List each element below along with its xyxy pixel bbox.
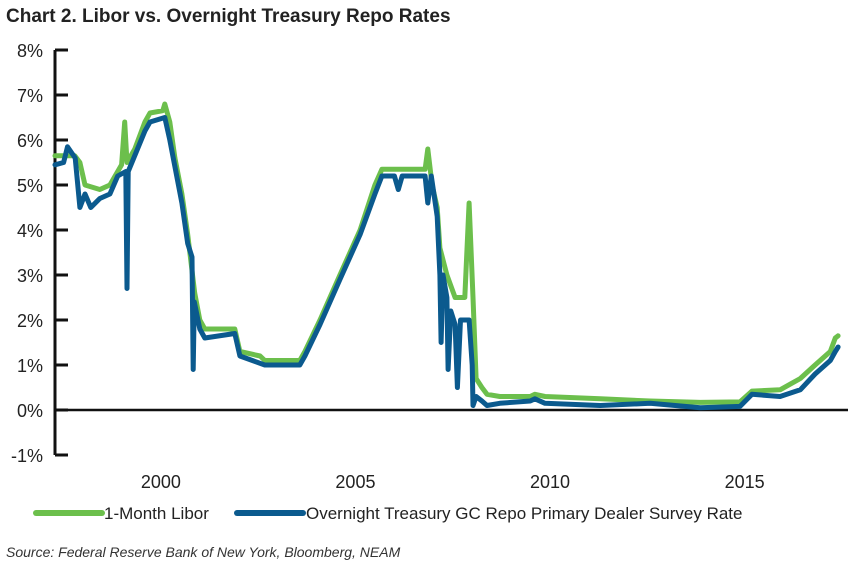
x-tick-label: 2015 [725, 472, 765, 492]
y-tick-label: 1% [17, 356, 43, 376]
y-tick-label: 5% [17, 176, 43, 196]
series-line-repo [52, 115, 841, 411]
y-tick-label: 3% [17, 266, 43, 286]
y-tick-label: 8% [17, 41, 43, 61]
y-tick-label: 6% [17, 131, 43, 151]
y-tick-label: 0% [17, 401, 43, 421]
x-tick-label: 2005 [335, 472, 375, 492]
x-tick-label: 2010 [530, 472, 570, 492]
x-tick-label: 2000 [141, 472, 181, 492]
legend-label-libor: 1-Month Libor [104, 504, 209, 523]
chart-title: Chart 2. Libor vs. Overnight Treasury Re… [6, 6, 451, 27]
source-note: Source: Federal Reserve Bank of New York… [6, 544, 401, 560]
y-tick-label: 4% [17, 221, 43, 241]
y-tick-label: 7% [17, 86, 43, 106]
y-tick-label: -1% [11, 446, 43, 466]
y-tick-label: 2% [17, 311, 43, 331]
legend-label-repo: Overnight Treasury GC Repo Primary Deale… [306, 504, 743, 523]
